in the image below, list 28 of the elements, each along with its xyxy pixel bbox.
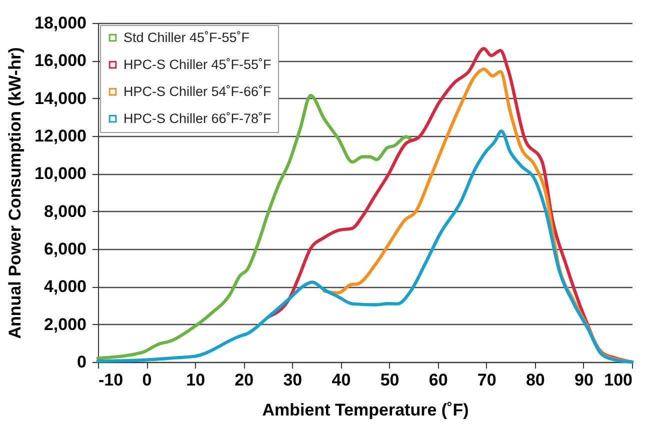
x-tick-label: 10	[186, 370, 206, 390]
y-tick-label: 16,000	[34, 51, 86, 70]
y-tick-label: 18,000	[34, 14, 86, 32]
y-axis-title: Annual Power Consumption (kW-hr)	[6, 47, 25, 339]
x-tick-label: 100	[604, 370, 632, 390]
y-tick-label: 14,000	[34, 88, 86, 108]
y-tick-label: 0	[77, 352, 86, 372]
x-tick-label: 70	[477, 370, 496, 390]
x-tick-label: 0	[142, 370, 152, 390]
y-tick-label: 10,000	[34, 164, 86, 184]
x-tick-label: 40	[332, 370, 351, 390]
x-tick-label: 60	[428, 370, 448, 390]
y-tick-label: 8,000	[44, 202, 86, 221]
x-tick-label: 90	[574, 370, 594, 390]
x-tick-label: 30	[283, 370, 302, 390]
legend-label: HPC-S Chiller 66˚F-78˚F	[124, 110, 272, 126]
x-tick-label: -10	[98, 370, 124, 390]
x-tick-label: 80	[526, 370, 545, 390]
legend-label: HPC-S Chiller 54˚F-66˚F	[124, 84, 272, 99]
x-tick-label: 20	[234, 370, 254, 390]
y-tick-label: 4,000	[44, 277, 86, 296]
x-tick-label: 50	[380, 370, 400, 390]
legend-label: Std Chiller 45˚F-55˚F	[124, 30, 250, 45]
y-tick-label: 12,000	[34, 126, 86, 146]
y-tick-label: 2,000	[44, 314, 86, 334]
x-axis-title: Ambient Temperature (˚F)	[262, 400, 469, 420]
y-tick-label: 6,000	[44, 240, 86, 258]
legend-label: HPC-S Chiller 45˚F-55˚F	[124, 56, 272, 72]
